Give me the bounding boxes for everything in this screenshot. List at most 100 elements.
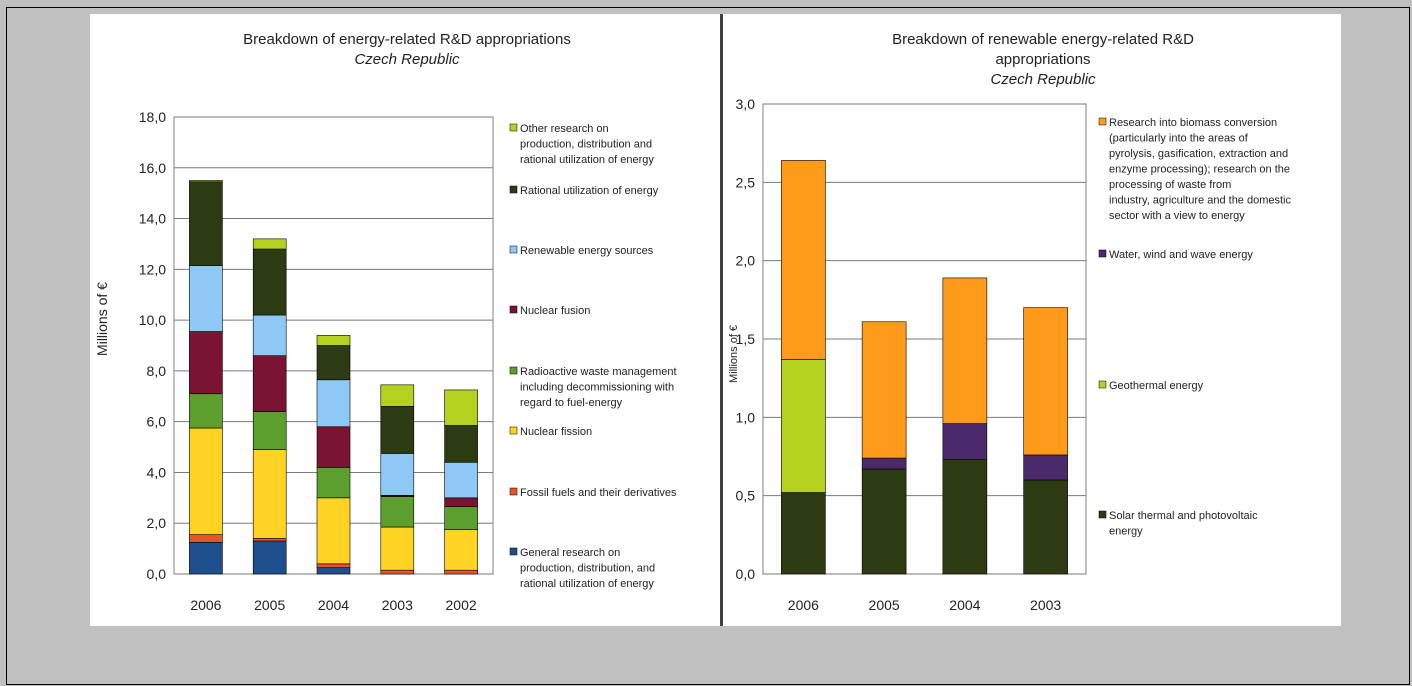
legend-swatch — [509, 305, 518, 314]
bar-segment — [189, 534, 223, 543]
y-tick-label: 18,0 — [139, 109, 166, 125]
bar-segment — [316, 345, 351, 381]
bar-segment — [189, 393, 223, 429]
bar-segment — [781, 160, 826, 360]
chart-title-line2: appropriations — [995, 51, 1090, 68]
legend-label: Research into biomass conversion — [1109, 117, 1277, 129]
bar-segment — [316, 379, 351, 428]
bar-segment — [189, 180, 223, 183]
bar-segment — [861, 321, 907, 459]
x-tick-label: 2003 — [382, 597, 413, 613]
bar-segment — [444, 389, 478, 426]
y-tick-label: 16,0 — [139, 160, 166, 176]
legend-swatch — [509, 123, 518, 132]
bar-segment — [380, 384, 415, 407]
bar-segment — [380, 569, 415, 575]
y-tick-label: 8,0 — [147, 363, 167, 379]
y-axis-label: Millions of € — [728, 325, 740, 383]
x-tick-label: 2003 — [1030, 597, 1061, 613]
legend-swatch — [509, 426, 518, 435]
legend-label: rational utilization of energy — [520, 578, 654, 590]
legend-label: Radioactive waste management — [520, 366, 677, 378]
bar-segment — [942, 459, 988, 575]
bar-segment — [189, 427, 223, 535]
y-tick-label: 3,0 — [736, 96, 756, 112]
y-tick-label: 4,0 — [147, 464, 167, 480]
bar-segment — [380, 406, 415, 454]
chart-subtitle: Czech Republic — [990, 71, 1096, 88]
bar-segment — [316, 563, 351, 568]
legend-swatch — [1098, 117, 1107, 126]
legend-label: industry, agriculture and the domestic — [1109, 195, 1291, 207]
y-axis-label: Millions of € — [94, 282, 110, 356]
bar-segment — [444, 461, 478, 499]
legend-label: sector with a view to energy — [1109, 210, 1245, 222]
bar-segment — [252, 238, 287, 250]
legend-swatch — [1098, 249, 1107, 258]
x-tick-label: 2002 — [446, 597, 477, 613]
y-tick-label: 0,0 — [736, 566, 756, 582]
bar-segment — [252, 538, 287, 542]
x-tick-label: 2006 — [788, 597, 819, 613]
legend-label: Renewable energy sources — [520, 245, 654, 257]
legend: Other research on production, distributio… — [509, 123, 677, 590]
legend-swatch — [1098, 510, 1107, 519]
y-tick-label: 1,5 — [736, 331, 756, 347]
legend-label: production, distribution and — [520, 139, 652, 151]
renewable-rd-chart-panel: Breakdown of renewable energy-related R&… — [722, 14, 1341, 626]
bar-segment — [380, 453, 415, 496]
bar-segment — [316, 426, 351, 468]
bar-segment — [444, 506, 478, 530]
legend-swatch — [509, 547, 518, 556]
legend-swatch — [509, 245, 518, 254]
bar-segment — [861, 468, 907, 575]
legend-label: Geothermal energy — [1109, 380, 1204, 392]
bar-segment — [1023, 479, 1068, 575]
y-tick-label: 2,0 — [736, 253, 756, 269]
energy-rd-chart-panel: Breakdown of energy-related R&D appropri… — [90, 14, 722, 626]
y-tick-label: 2,5 — [736, 174, 756, 190]
legend-label: Water, wind and wave energy — [1109, 249, 1253, 261]
legend-label: processing of waste from — [1109, 179, 1231, 191]
bars — [781, 160, 1068, 575]
bar-segment — [316, 335, 351, 346]
bar-segment — [252, 540, 287, 575]
bar-segment — [189, 181, 223, 266]
bar-segment — [316, 467, 351, 499]
legend-label: Solar thermal and photovoltaic — [1109, 510, 1258, 522]
window-frame: Breakdown of energy-related R&D appropri… — [6, 7, 1410, 685]
bar-segment — [252, 449, 287, 539]
y-tick-label: 12,0 — [139, 261, 166, 277]
legend-label: regard to fuel-energy — [520, 397, 623, 409]
bar-segment — [252, 411, 287, 450]
legend-swatch — [1098, 380, 1107, 389]
legend-swatch — [509, 366, 518, 375]
bar-segment — [444, 425, 478, 463]
x-tick-labels: 2006 2005 2004 2003 — [788, 597, 1062, 613]
legend-label: Fossil fuels and their derivatives — [520, 487, 677, 499]
x-tick-label: 2004 — [318, 597, 349, 613]
bar-segment — [861, 457, 907, 470]
bar-segment — [380, 496, 415, 528]
bar-segment — [252, 314, 287, 356]
bars — [189, 180, 478, 575]
legend-label: Nuclear fission — [520, 426, 592, 438]
legend-label: including decommissioning with — [520, 382, 674, 394]
legend-label: production, distribution, and — [520, 563, 655, 575]
renewable-rd-chart: Breakdown of renewable energy-related R&… — [728, 31, 1291, 613]
legend-label: Nuclear fusion — [520, 305, 590, 317]
energy-rd-chart: Breakdown of energy-related R&D appropri… — [94, 31, 677, 613]
bar-segment — [252, 248, 287, 316]
y-tick-labels: 0,0 2,0 4,0 6,0 8,0 10,0 12,0 14,0 16,0 18,0 — [139, 109, 166, 582]
chart-title: Breakdown of renewable energy-related R&… — [892, 31, 1194, 48]
legend-label: Rational utilization of energy — [520, 185, 659, 197]
bar-segment — [444, 529, 478, 571]
legend-swatch — [509, 487, 518, 496]
legend-label: energy — [1109, 526, 1143, 538]
bar-segment — [316, 567, 351, 575]
y-tick-labels: 0,0 0,5 1,0 1,5 2,0 2,5 3,0 — [736, 96, 756, 582]
chart-title: Breakdown of energy-related R&D appropri… — [243, 31, 571, 48]
bar-segment — [942, 277, 988, 424]
bar-segment — [380, 526, 415, 571]
x-tick-label: 2005 — [869, 597, 900, 613]
